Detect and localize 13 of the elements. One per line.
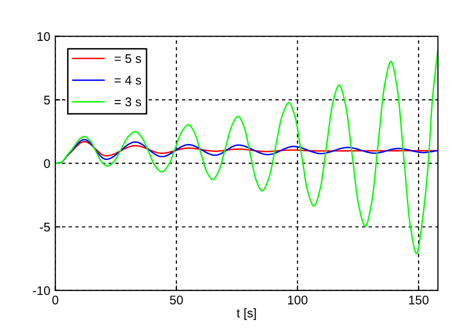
x-tick-label: 100: [288, 296, 308, 304]
x-tick-label: 150: [409, 296, 429, 304]
y-tick-label: 0: [44, 159, 50, 168]
y-tick-label: -5: [40, 222, 50, 232]
legend-label: = 5 s: [114, 54, 142, 63]
y-tick-label: -10: [32, 286, 50, 296]
legend-label: = 4 s: [114, 76, 142, 85]
legend-label: = 3 s: [114, 97, 142, 106]
x-tick-label: 50: [170, 296, 183, 304]
x-tick-label: 0: [52, 296, 58, 304]
y-tick-label: 5: [44, 96, 50, 104]
y-tick-label: 10: [38, 32, 50, 41]
x-axis-title: t [s]: [236, 308, 256, 320]
